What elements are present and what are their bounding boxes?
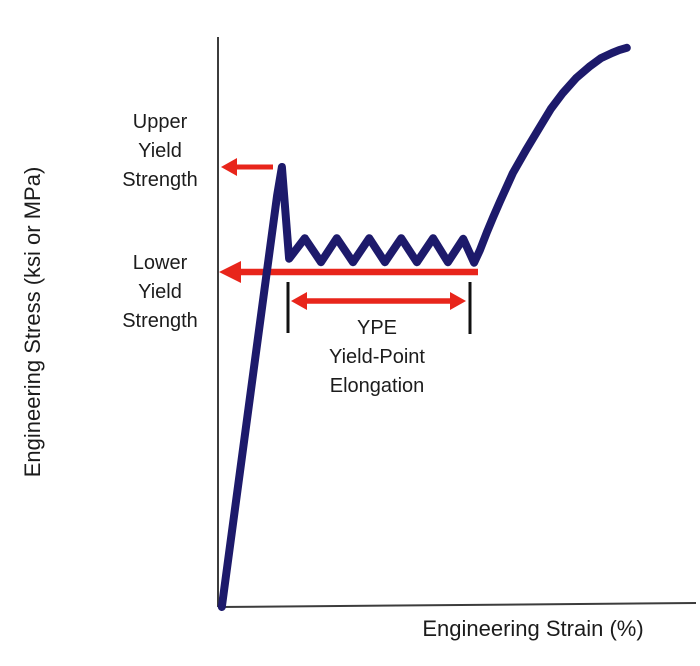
lower-yield-arrowhead-icon xyxy=(219,261,241,283)
stress-strain-curve xyxy=(217,43,631,611)
upper-yield-arrowhead-icon xyxy=(221,158,237,176)
x-axis-line xyxy=(217,602,697,608)
x-axis-title: Engineering Strain (%) xyxy=(422,616,644,641)
upper-yield-strength-label: Upper Yield Strength xyxy=(122,111,198,191)
ype-left-arrowhead-icon xyxy=(291,292,307,310)
lower-yield-strength-label: Lower Yield Strength xyxy=(122,252,198,332)
ype-label: YPE Yield-Point Elongation xyxy=(329,317,425,397)
ype-right-arrowhead-icon xyxy=(450,292,466,310)
y-axis-title: Engineering Stress (ksi or MPa) xyxy=(20,166,45,478)
